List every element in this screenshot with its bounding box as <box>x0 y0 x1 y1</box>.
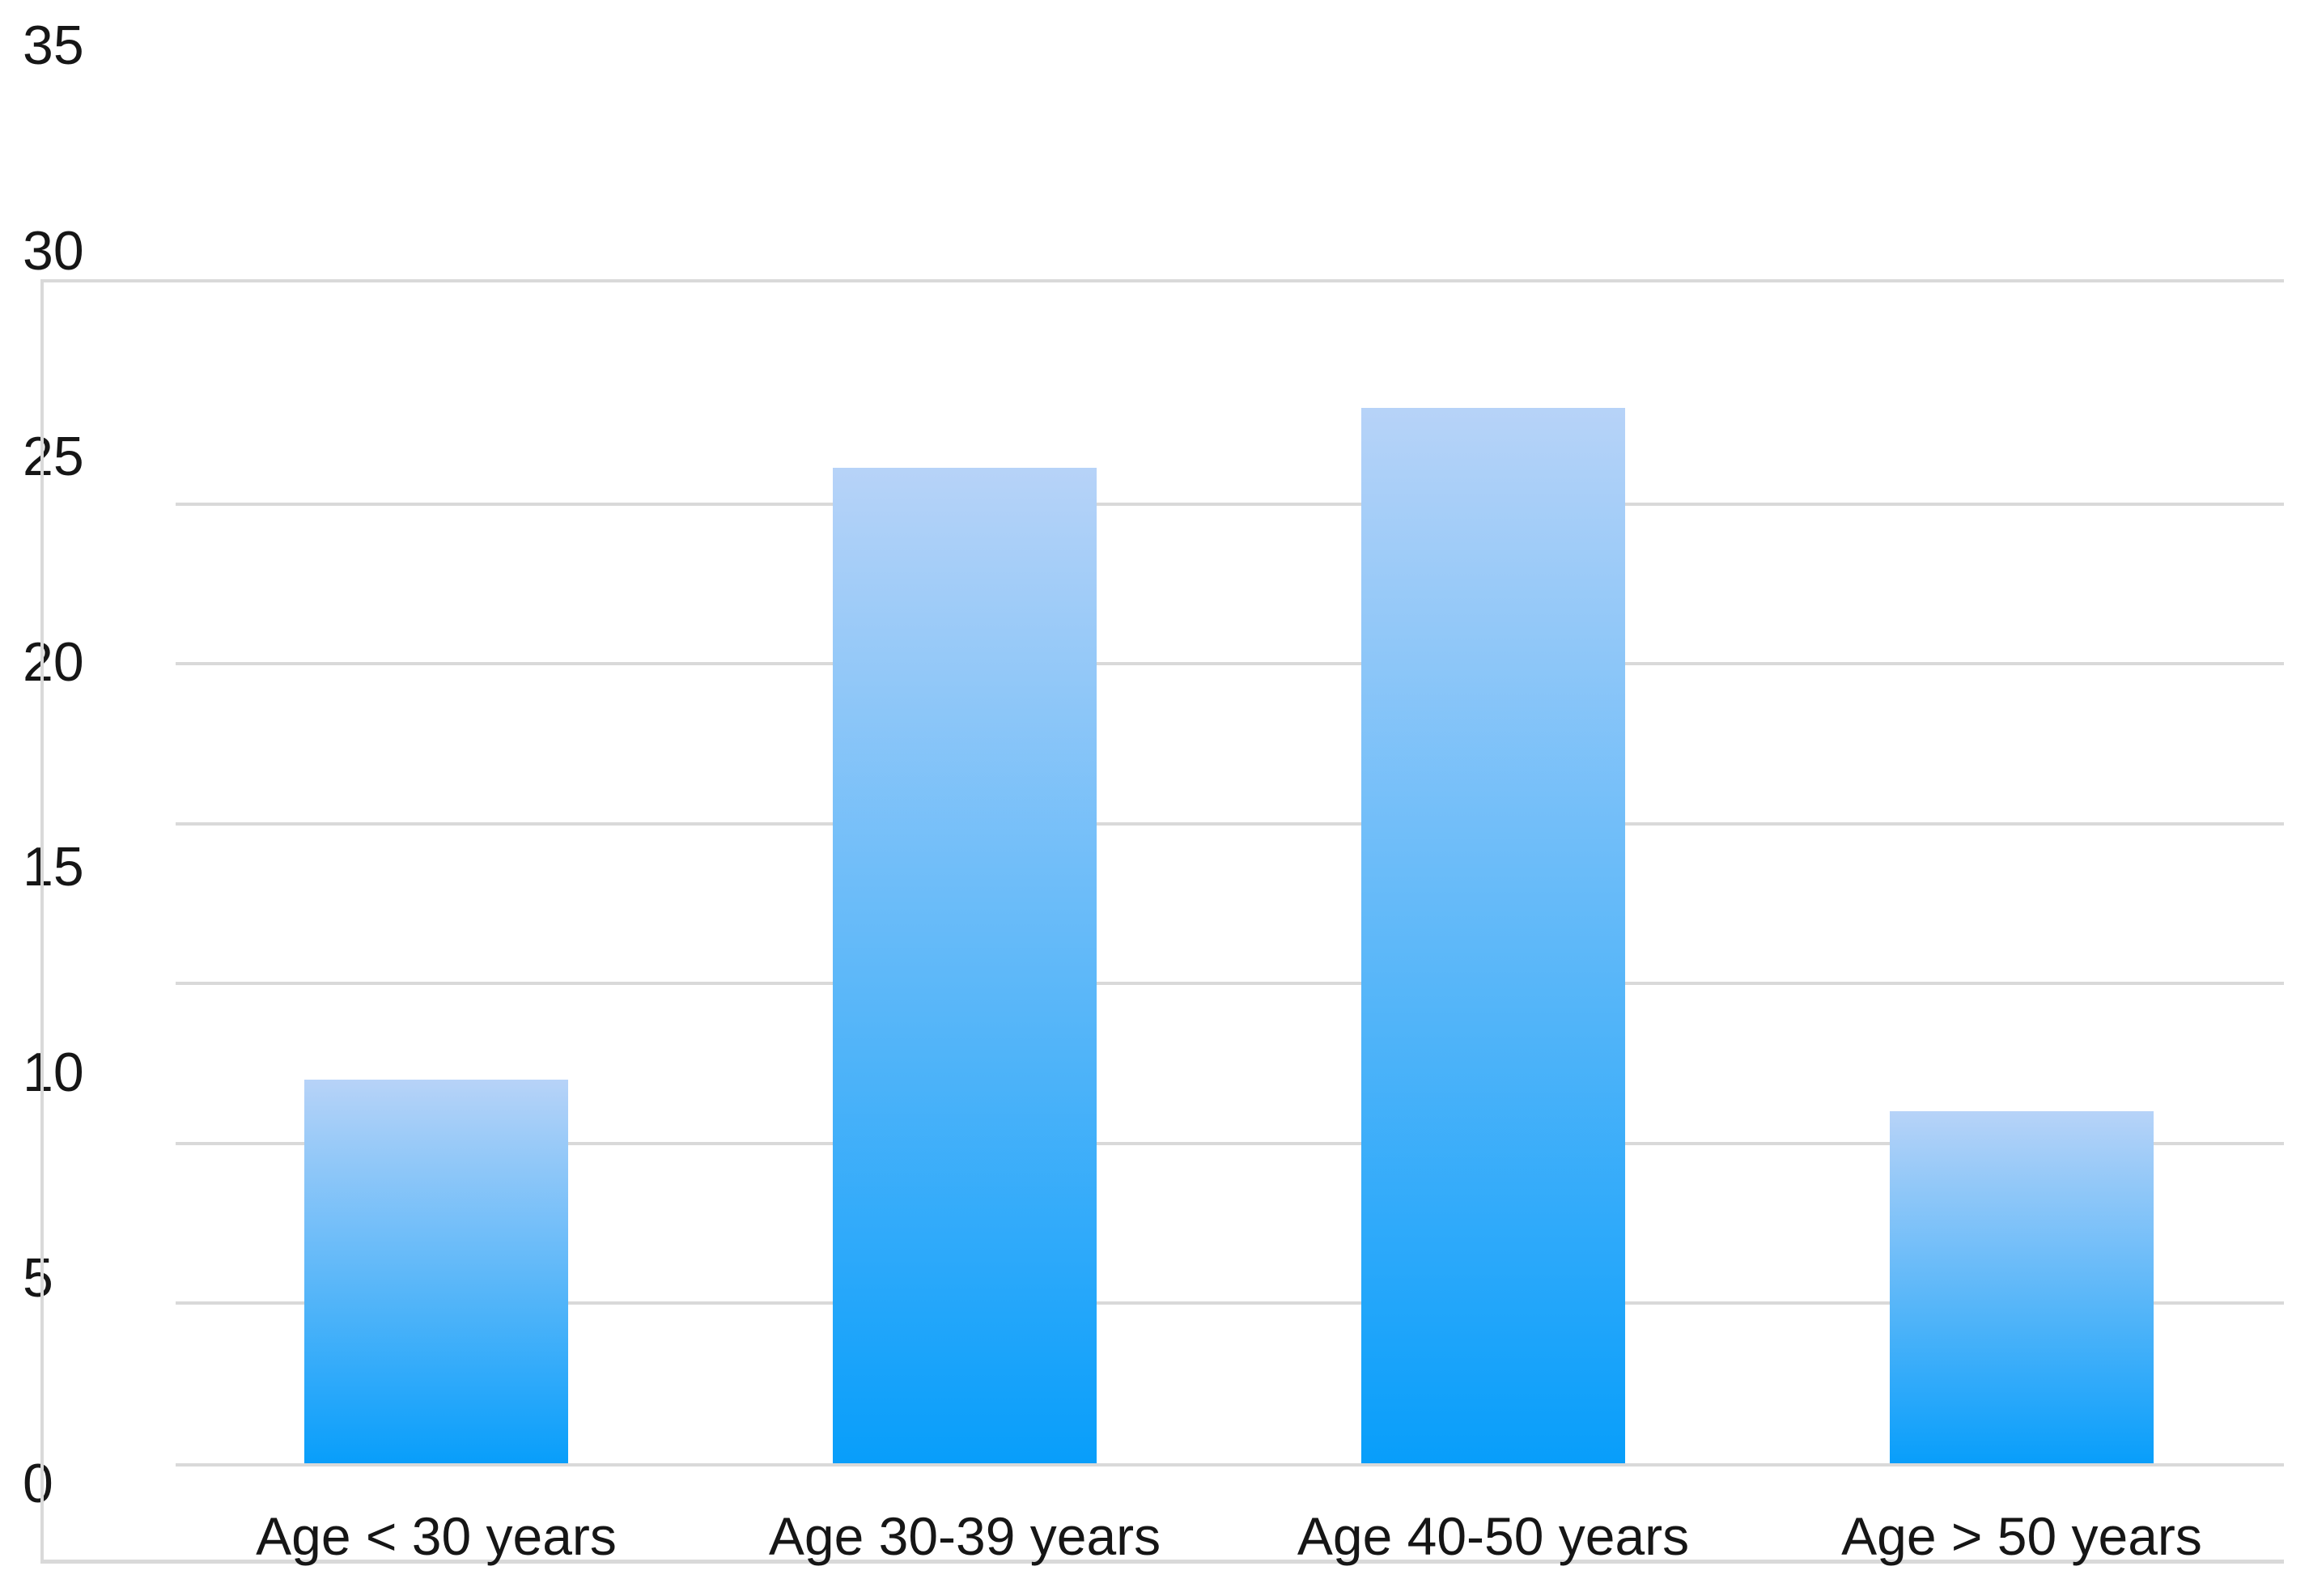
plot-border-bottom <box>40 1560 2284 1564</box>
bar-age-40-50 <box>1361 408 1625 1463</box>
gridline-y-24 <box>176 502 2284 506</box>
plot-border-top <box>40 279 2284 282</box>
gridline-y-4 <box>176 1301 2284 1305</box>
x-axis-category-label: Age > 50 years <box>1841 1506 2202 1566</box>
x-axis-category-label: Age 40-50 years <box>1297 1506 1690 1566</box>
y-axis-tick-label: 20 <box>23 631 84 693</box>
x-axis-category-label: Age 30-39 years <box>768 1506 1161 1566</box>
y-axis-tick-label: 25 <box>23 426 84 487</box>
bar-age-over-50 <box>1890 1111 2154 1463</box>
bar-age-under-30 <box>304 1079 568 1463</box>
y-axis-tick-label: 0 <box>23 1453 53 1514</box>
gridline-y-0 <box>176 1462 2284 1467</box>
y-axis-tick-label: 35 <box>23 15 84 76</box>
gridline-y-8 <box>176 1141 2284 1145</box>
y-axis-tick-label: 5 <box>23 1247 53 1309</box>
y-axis-tick-label: 15 <box>23 836 84 898</box>
gridline-y-12 <box>176 982 2284 985</box>
gridline-y-20 <box>176 662 2284 665</box>
gridline-y-16 <box>176 821 2284 826</box>
plot-border-left <box>40 279 44 1564</box>
y-axis-tick-label: 30 <box>23 220 84 282</box>
bar-age-30-39 <box>833 468 1097 1463</box>
x-axis-category-label: Age < 30 years <box>256 1506 617 1566</box>
y-axis-tick-label: 10 <box>23 1042 84 1103</box>
